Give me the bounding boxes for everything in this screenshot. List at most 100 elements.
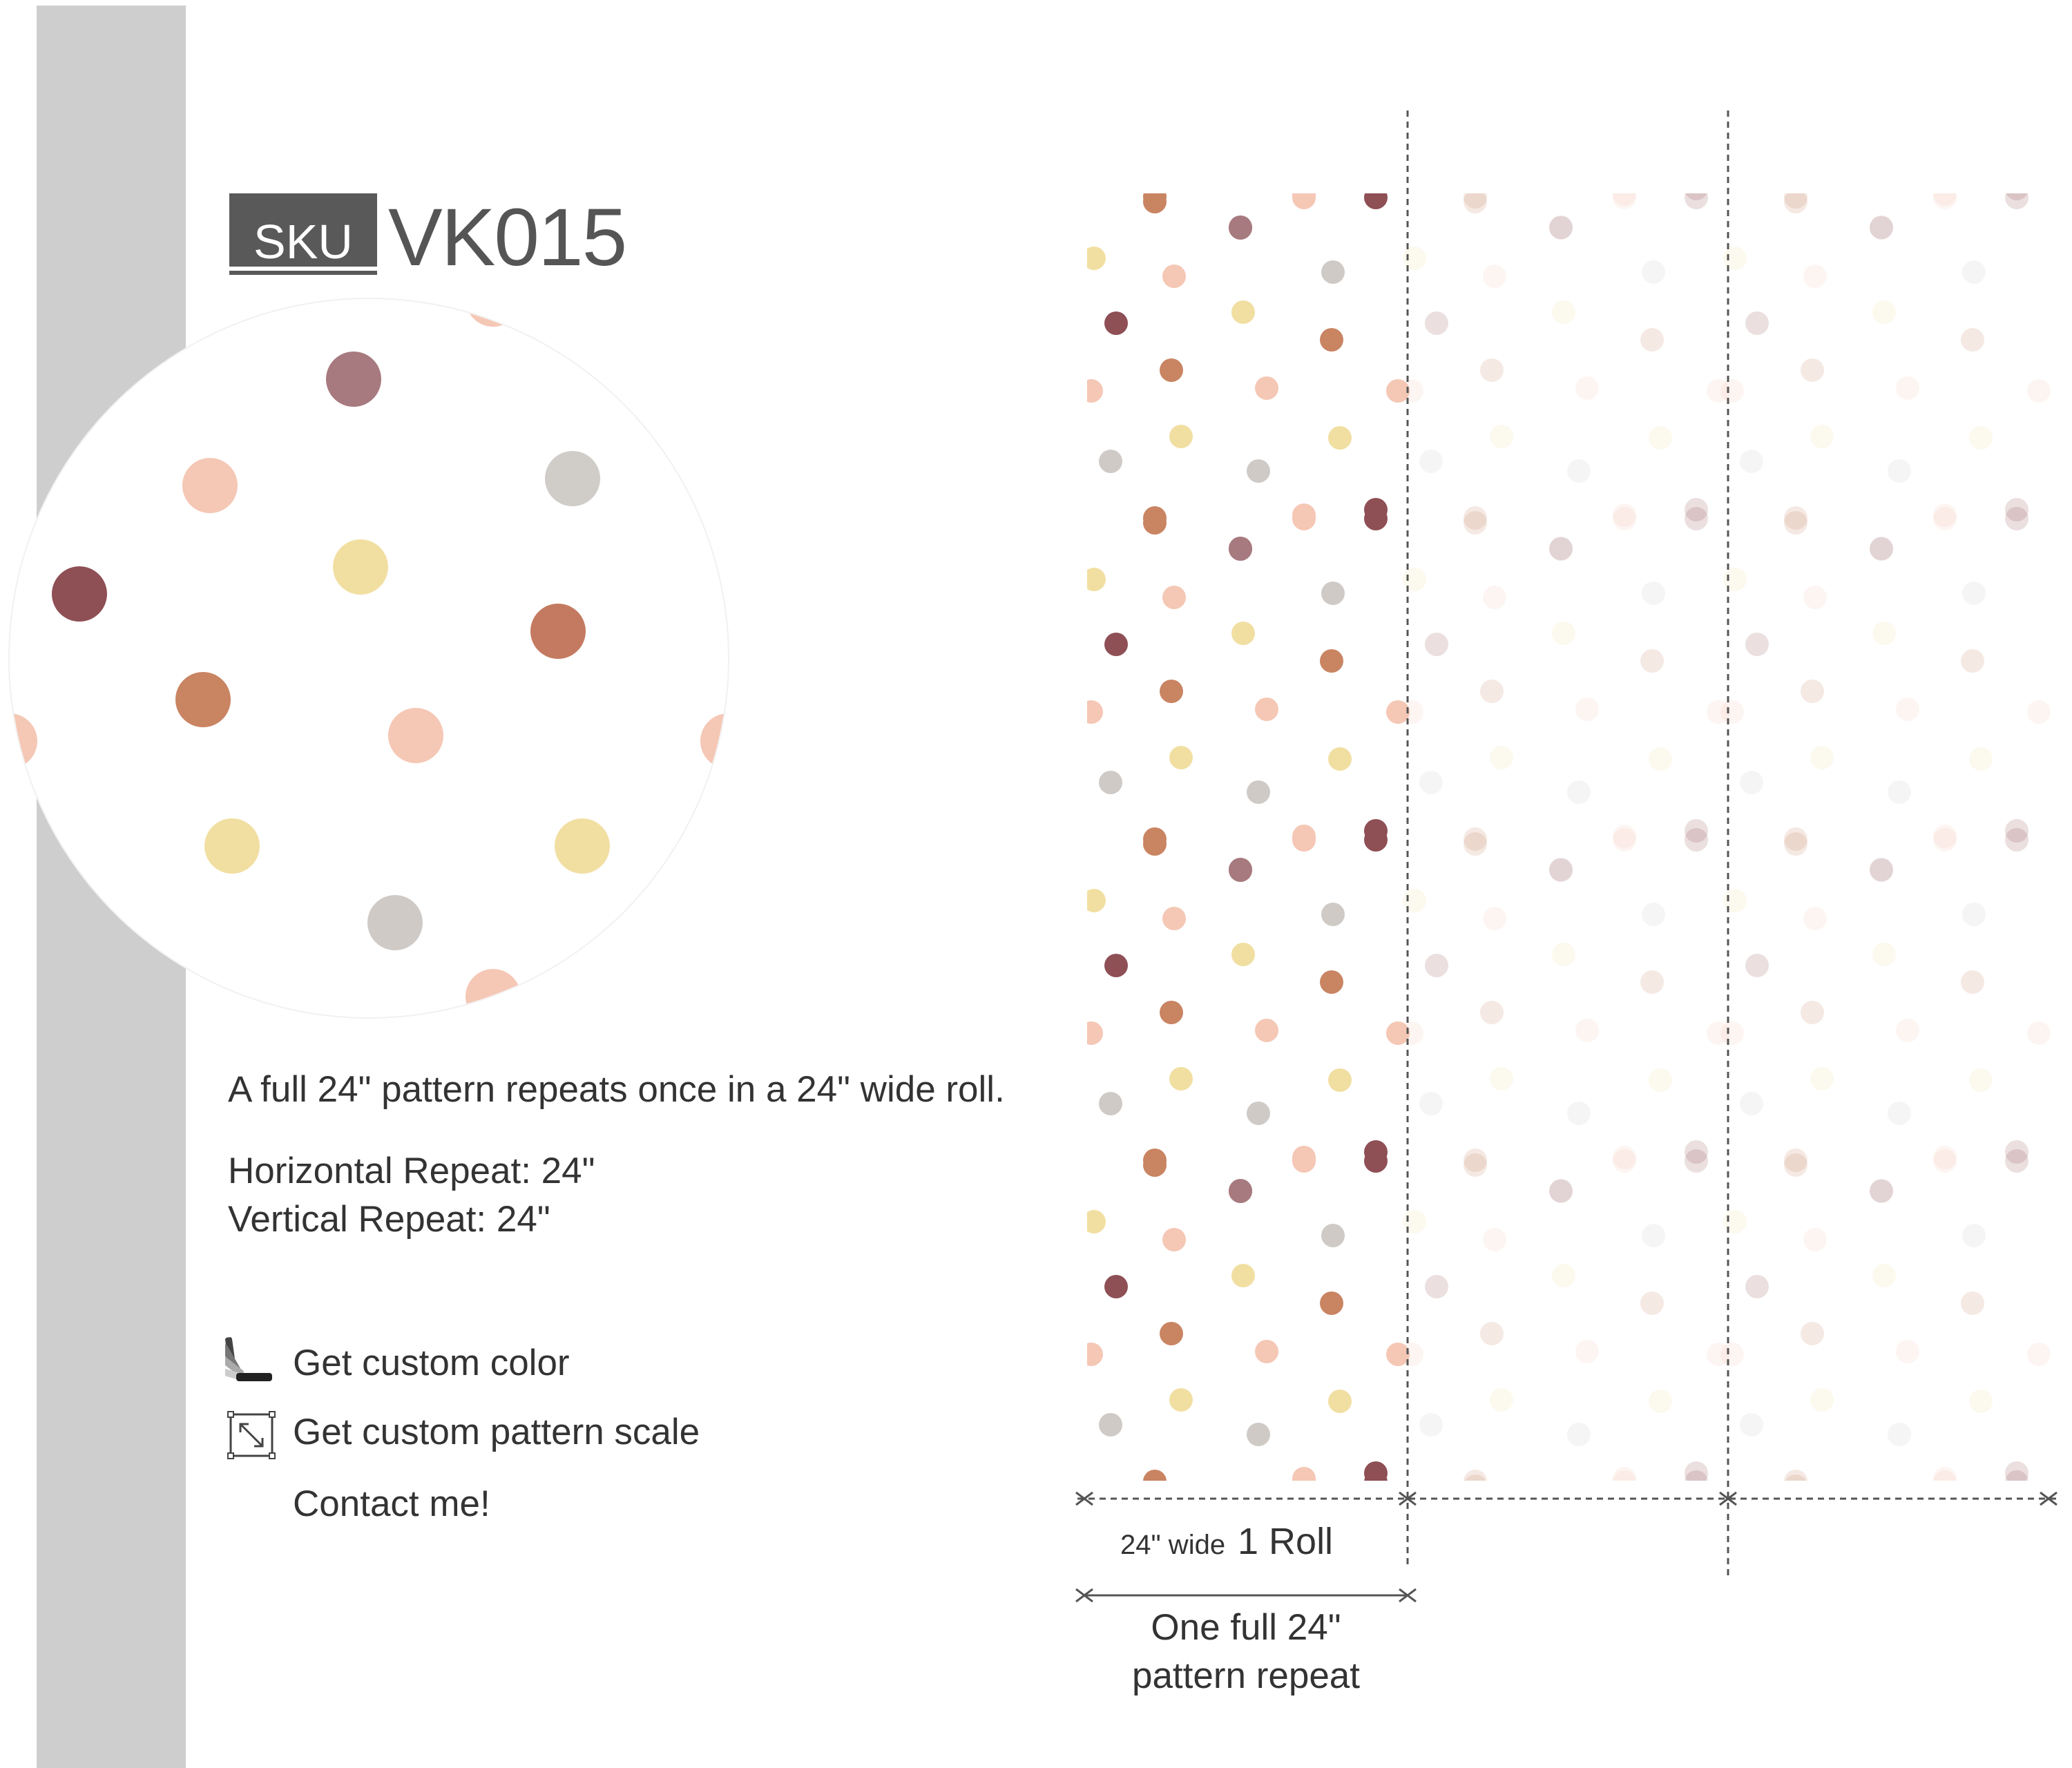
pattern-dot <box>1784 832 1807 856</box>
pattern-dot <box>1961 328 1984 352</box>
pattern-dot <box>1933 1146 1957 1169</box>
pattern-dot <box>1364 507 1388 530</box>
pattern-dot <box>1640 328 1664 352</box>
pattern-dot <box>1087 379 1103 403</box>
pattern-dot <box>1933 828 1957 852</box>
horizontal-repeat: Horizontal Repeat: 24" <box>228 1151 595 1191</box>
pattern-dot <box>1784 193 1807 213</box>
pattern-dot <box>1640 649 1664 673</box>
pattern-dot <box>1403 889 1426 912</box>
pattern-dot <box>1364 1470 1388 1481</box>
pattern-dot <box>1162 1228 1186 1251</box>
pattern-dot <box>1575 1340 1599 1363</box>
pattern-dot <box>1740 771 1763 794</box>
pattern-dot <box>1490 1388 1513 1412</box>
dot <box>367 895 423 950</box>
pattern-dot <box>1292 1470 1316 1481</box>
dot <box>52 566 107 622</box>
pattern-dot <box>1328 1068 1352 1092</box>
pattern-dot <box>1803 586 1827 609</box>
repeat-line2-text: pattern repeat <box>1132 1655 1360 1696</box>
pattern-dot <box>1613 1146 1636 1169</box>
pattern-dot <box>1613 193 1636 209</box>
pattern-dot <box>1896 1019 1919 1042</box>
pattern-dot <box>1567 1102 1591 1125</box>
pattern-dot <box>1425 311 1448 335</box>
roll-count-text: 1 Roll <box>1238 1521 1333 1562</box>
pattern-dot <box>1888 780 1911 804</box>
contact-link[interactable]: Contact me! <box>293 1483 490 1524</box>
pattern-dot <box>1649 1068 1672 1092</box>
pattern-dot <box>1143 832 1167 856</box>
pattern-dot <box>2027 1021 2051 1045</box>
pattern-dot <box>1896 376 1919 400</box>
pattern-dot <box>1784 1470 1807 1481</box>
pattern-dot <box>1969 1068 1993 1092</box>
pattern-dot <box>1613 503 1636 527</box>
pattern-dot <box>1962 582 1986 605</box>
pattern-dot <box>1490 746 1513 769</box>
pattern-dot <box>1888 459 1911 483</box>
pattern-dot <box>1480 358 1504 382</box>
pattern-dot <box>1419 771 1443 794</box>
pattern-dot <box>1292 828 1316 852</box>
pattern-dot <box>1162 265 1186 288</box>
pattern-dot <box>1549 1180 1573 1203</box>
pattern-dot <box>1160 1322 1183 1345</box>
pattern-dot <box>1888 1102 1911 1125</box>
pattern-dot <box>1613 825 1636 848</box>
pattern-dot <box>1386 1343 1410 1366</box>
pattern-dot <box>1933 825 1957 848</box>
pattern-dot <box>1229 216 1252 240</box>
dot <box>545 451 600 506</box>
pattern-dot <box>1403 247 1426 270</box>
pattern-dot <box>1247 459 1270 483</box>
pattern-dot <box>1292 1149 1316 1173</box>
pattern-dot <box>1400 379 1423 403</box>
pattern-dot <box>1087 1021 1103 1045</box>
pattern-dot <box>1707 700 1730 724</box>
pattern-dot <box>1320 1291 1343 1315</box>
pattern-dot <box>1386 1021 1410 1045</box>
pattern-dot <box>1321 582 1345 605</box>
dot <box>175 672 231 727</box>
pattern-dot <box>1549 537 1573 561</box>
pattern-dot <box>1104 954 1128 977</box>
pattern-dot <box>1320 970 1343 994</box>
pattern-dot <box>1162 907 1186 930</box>
pattern-dot <box>1685 498 1708 521</box>
pattern-dot <box>1962 903 1986 926</box>
roll-edge-marker <box>1399 1588 1417 1603</box>
pattern-dot <box>1229 1180 1252 1203</box>
pattern-dot <box>1642 582 1665 605</box>
pattern-dot <box>1143 511 1167 535</box>
custom-color-link[interactable]: Get custom color <box>293 1343 570 1383</box>
custom-scale-link[interactable]: Get custom pattern scale <box>293 1412 700 1452</box>
pattern-dot <box>1801 358 1824 382</box>
sku-badge: SKU <box>229 193 377 271</box>
pattern-dot <box>1364 828 1388 852</box>
pattern-dot <box>1403 1210 1426 1233</box>
dot <box>326 352 381 407</box>
pattern-dot <box>1870 858 1893 882</box>
pattern-dot <box>1425 954 1448 977</box>
pattern-dot <box>1567 780 1591 804</box>
pattern-dot <box>1685 193 1707 200</box>
pattern-dot <box>1784 506 1807 530</box>
pattern-dot <box>1685 1461 1708 1481</box>
pattern-dot <box>1087 1343 1103 1366</box>
pattern-dot <box>1962 260 1986 284</box>
pattern-dot <box>1896 698 1919 721</box>
pattern-dot <box>1162 586 1186 609</box>
pattern-dot <box>1403 568 1426 591</box>
pattern-dot <box>1480 1001 1504 1024</box>
pattern-zoom-circle <box>10 299 728 1017</box>
pattern-dot <box>1613 193 1636 206</box>
repeat-description: A full 24" pattern repeats once in a 24"… <box>228 1069 1005 1110</box>
pattern-dot <box>1642 1224 1665 1247</box>
pattern-dot <box>1247 1423 1270 1446</box>
pattern-dot <box>1745 1275 1769 1298</box>
pattern-dot <box>1464 511 1487 535</box>
pattern-dot <box>1425 633 1448 656</box>
pattern-dot <box>2027 1343 2051 1366</box>
